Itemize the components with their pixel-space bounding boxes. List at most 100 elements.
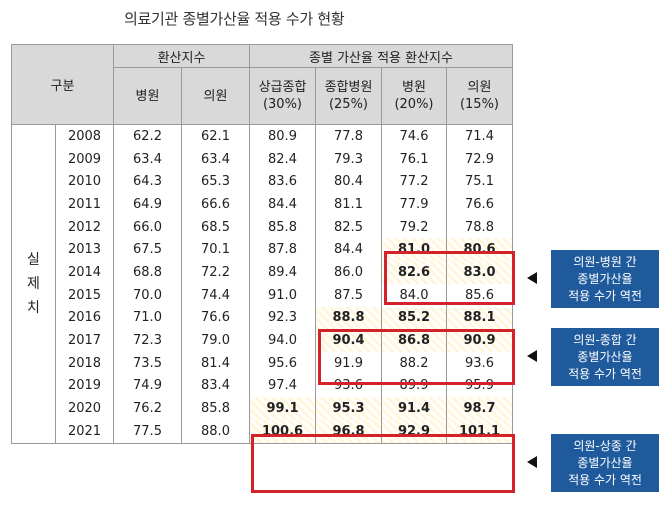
- year-cell: 2010: [55, 170, 114, 194]
- value-cell: 95.3: [315, 397, 382, 420]
- value-cell: 84.4: [315, 238, 382, 262]
- value-cell: 93.6: [446, 351, 513, 375]
- value-cell: 73.5: [113, 351, 182, 375]
- fee-table: 구분 환산지수 종별 가산율 적용 환산지수 병원 의원 상급종합 (30%) 종…: [11, 44, 513, 444]
- pointer-icon: [527, 350, 537, 362]
- table-row: 2018 73.5 81.4 95.6 91.9 88.2 93.6: [12, 351, 513, 375]
- value-cell: 80.4: [315, 170, 382, 194]
- value-cell: 74.6: [381, 123, 447, 148]
- value-cell: 90.4: [315, 329, 382, 352]
- year-cell: 2012: [55, 215, 114, 239]
- table-row: 2010 64.3 65.3 83.6 80.4 77.2 75.1: [12, 170, 513, 194]
- value-cell: 88.1: [446, 306, 513, 330]
- value-cell: 77.8: [315, 123, 382, 148]
- value-cell: 81.4: [181, 351, 250, 375]
- value-cell: 99.1: [249, 397, 316, 420]
- value-cell: 100.6: [249, 419, 316, 444]
- value-cell: 68.8: [113, 261, 182, 284]
- table-row: 2016 71.0 76.6 92.3 88.8 85.2 88.1: [12, 306, 513, 330]
- value-cell: 82.6: [381, 261, 447, 284]
- value-cell: 91.4: [381, 397, 447, 420]
- value-cell: 91.9: [315, 351, 382, 375]
- page-title: 의료기관 종별가산율 적용 수가 현황: [124, 10, 345, 28]
- value-cell: 72.9: [446, 147, 513, 171]
- value-cell: 77.5: [113, 419, 182, 444]
- table-row: 2011 64.9 66.6 84.4 81.1 77.9 76.6: [12, 193, 513, 216]
- value-cell: 76.6: [446, 193, 513, 216]
- note-general: 의원-종합 간 종별가산율 적용 수가 역전: [551, 328, 659, 386]
- value-cell: 76.6: [181, 306, 250, 330]
- value-cell: 70.0: [113, 283, 182, 307]
- value-cell: 76.2: [113, 397, 182, 420]
- year-cell: 2008: [55, 123, 114, 148]
- value-cell: 81.1: [315, 193, 382, 216]
- header-tertiary: 상급종합 (30%): [249, 67, 316, 125]
- value-cell: 79.2: [381, 215, 447, 239]
- year-cell: 2019: [55, 374, 114, 398]
- value-cell: 93.6: [315, 374, 382, 398]
- year-cell: 2011: [55, 193, 114, 216]
- value-cell: 68.5: [181, 215, 250, 239]
- value-cell: 88.8: [315, 306, 382, 330]
- table-row: 2019 74.9 83.4 97.4 93.6 89.9 95.9: [12, 374, 513, 398]
- value-cell: 66.0: [113, 215, 182, 239]
- year-cell: 2013: [55, 238, 114, 262]
- value-cell: 82.4: [249, 147, 316, 171]
- value-cell: 87.5: [315, 283, 382, 307]
- pointer-icon: [527, 272, 537, 284]
- table-row: 2020 76.2 85.8 99.1 95.3 91.4 98.7: [12, 397, 513, 420]
- value-cell: 98.7: [446, 397, 513, 420]
- value-cell: 91.0: [249, 283, 316, 307]
- value-cell: 95.9: [446, 374, 513, 398]
- value-cell: 92.9: [381, 419, 447, 444]
- table-row: 2013 67.5 70.1 87.8 84.4 81.0 80.6: [12, 238, 513, 262]
- header-conversion: 환산지수: [113, 44, 250, 68]
- value-cell: 74.9: [113, 374, 182, 398]
- value-cell: 62.2: [113, 123, 182, 148]
- value-cell: 77.2: [381, 170, 447, 194]
- value-cell: 64.9: [113, 193, 182, 216]
- year-cell: 2015: [55, 283, 114, 307]
- header-rate-applied: 종별 가산율 적용 환산지수: [249, 44, 513, 68]
- value-cell: 77.9: [381, 193, 447, 216]
- value-cell: 82.5: [315, 215, 382, 239]
- value-cell: 88.0: [181, 419, 250, 444]
- value-cell: 84.4: [249, 193, 316, 216]
- year-cell: 2020: [55, 397, 114, 420]
- value-cell: 92.3: [249, 306, 316, 330]
- value-cell: 85.8: [249, 215, 316, 239]
- value-cell: 66.6: [181, 193, 250, 216]
- year-cell: 2009: [55, 147, 114, 171]
- header-clinic: 의원: [181, 67, 250, 125]
- year-cell: 2021: [55, 419, 114, 444]
- year-cell: 2014: [55, 261, 114, 284]
- value-cell: 87.8: [249, 238, 316, 262]
- value-cell: 83.0: [446, 261, 513, 284]
- table-row: 2021 77.5 88.0 100.6 96.8 92.9 101.1: [12, 419, 513, 444]
- table-row: 2015 70.0 74.4 91.0 87.5 84.0 85.6: [12, 283, 513, 307]
- value-cell: 97.4: [249, 374, 316, 398]
- value-cell: 89.4: [249, 261, 316, 284]
- value-cell: 72.3: [113, 329, 182, 352]
- value-cell: 67.5: [113, 238, 182, 262]
- note-tertiary: 의원-상종 간 종별가산율 적용 수가 역전: [551, 434, 659, 492]
- header-group: 구분: [11, 44, 114, 125]
- value-cell: 79.3: [315, 147, 382, 171]
- value-cell: 83.4: [181, 374, 250, 398]
- table-row: 2017 72.3 79.0 94.0 90.4 86.8 90.9: [12, 329, 513, 352]
- value-cell: 101.1: [446, 419, 513, 444]
- table-row: 2014 68.8 72.2 89.4 86.0 82.6 83.0: [12, 261, 513, 284]
- value-cell: 72.2: [181, 261, 250, 284]
- value-cell: 75.1: [446, 170, 513, 194]
- value-cell: 83.6: [249, 170, 316, 194]
- value-cell: 71.0: [113, 306, 182, 330]
- value-cell: 94.0: [249, 329, 316, 352]
- value-cell: 86.8: [381, 329, 447, 352]
- value-cell: 85.8: [181, 397, 250, 420]
- header-hospital: 병원: [113, 67, 182, 125]
- value-cell: 90.9: [446, 329, 513, 352]
- value-cell: 62.1: [181, 123, 250, 148]
- value-cell: 76.1: [381, 147, 447, 171]
- year-cell: 2017: [55, 329, 114, 352]
